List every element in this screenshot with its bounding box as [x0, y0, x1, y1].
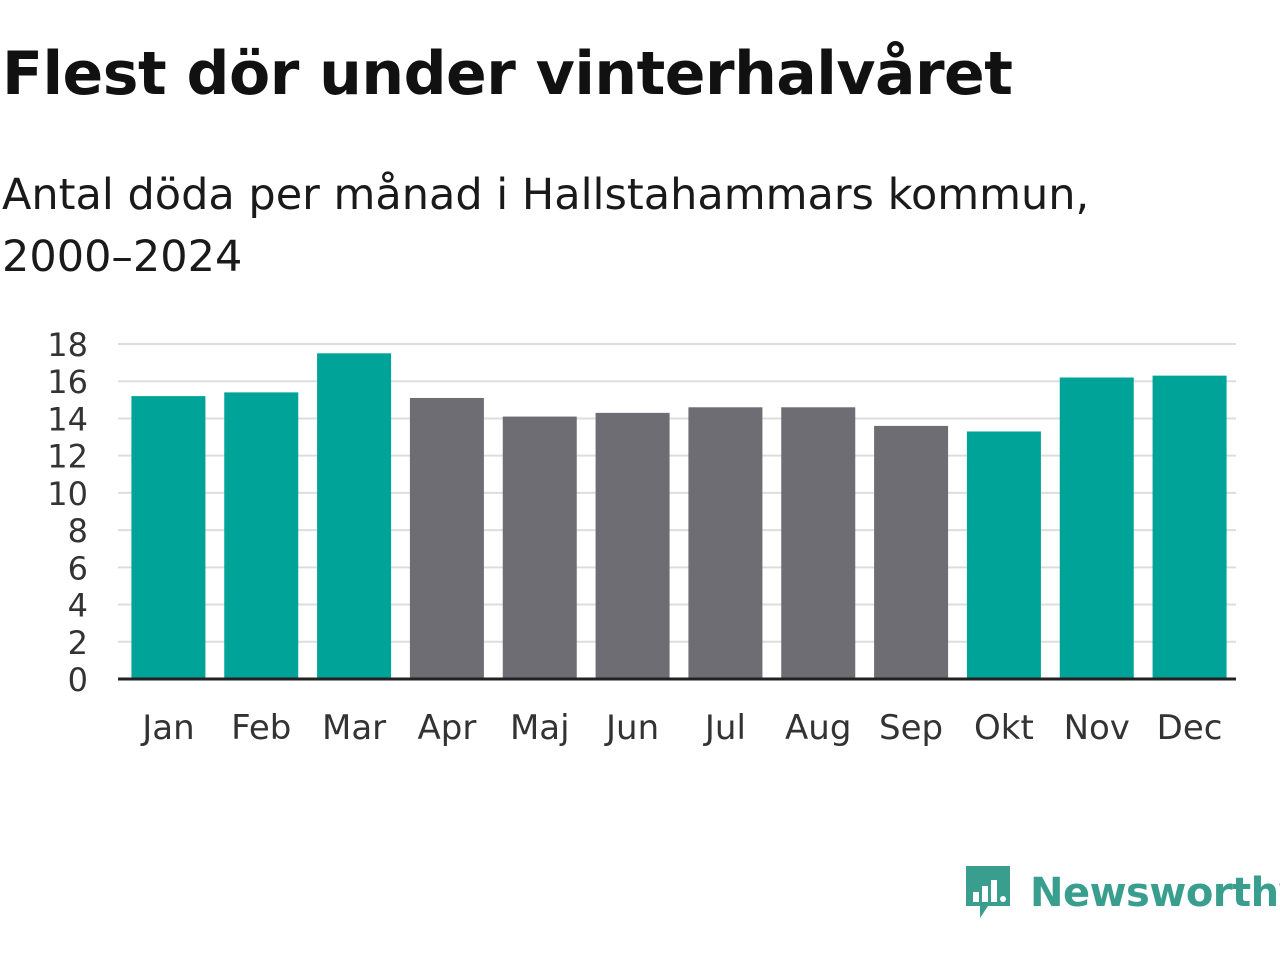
- x-tick-label: Jun: [604, 708, 659, 748]
- bars: [131, 353, 1227, 679]
- bar-dec: [1152, 375, 1227, 679]
- bar-jan: [131, 396, 206, 679]
- x-tick-label: Maj: [510, 708, 570, 748]
- x-tick-label: Feb: [231, 708, 291, 748]
- bar-jun: [595, 412, 670, 679]
- bar-nov: [1059, 377, 1134, 679]
- bar-feb: [224, 392, 299, 679]
- x-tick-label: Nov: [1064, 708, 1130, 748]
- bar-mar: [317, 353, 392, 679]
- x-tick-label: Sep: [879, 708, 943, 748]
- y-tick-label: 14: [47, 400, 88, 438]
- y-tick-label: 6: [68, 549, 88, 587]
- x-tick-label: Jul: [703, 708, 746, 748]
- y-tick-label: 10: [47, 475, 88, 513]
- bar-sep: [874, 425, 949, 679]
- y-tick-label: 12: [47, 438, 88, 476]
- y-tick-label: 0: [68, 661, 88, 699]
- y-tick-label: 16: [47, 363, 88, 401]
- x-tick-label: Aug: [785, 708, 851, 748]
- bar-jul: [688, 407, 763, 679]
- chart-title: Flest dör under vinterhalvåret: [2, 39, 1013, 109]
- bar-maj: [502, 416, 577, 679]
- x-tick-label: Apr: [418, 708, 477, 748]
- y-tick-label: 8: [68, 512, 88, 550]
- bar-aug: [781, 407, 856, 679]
- x-tick-label: Dec: [1157, 708, 1223, 748]
- newsworthy-logo-icon: [966, 866, 1010, 918]
- brand-logo: Newsworthy: [962, 862, 1280, 924]
- y-tick-label: 4: [68, 587, 88, 625]
- brand-name: Newsworthy: [1030, 870, 1280, 916]
- bar-okt: [966, 431, 1041, 679]
- bar-apr: [409, 397, 484, 679]
- chart-subtitle: Antal döda per månad i Hallstahammars ko…: [2, 170, 1090, 282]
- x-tick-label: Okt: [974, 708, 1034, 748]
- x-tick-label: Mar: [322, 708, 386, 748]
- x-tick-label: Jan: [140, 708, 194, 748]
- y-tick-label: 18: [47, 326, 88, 364]
- y-tick-label: 2: [68, 624, 88, 662]
- x-axis-ticks: Jan Feb Mar Apr Maj Jun Jul Aug Sep Okt Nov Dec: [140, 708, 1222, 748]
- grid-lines: [118, 343, 1236, 643]
